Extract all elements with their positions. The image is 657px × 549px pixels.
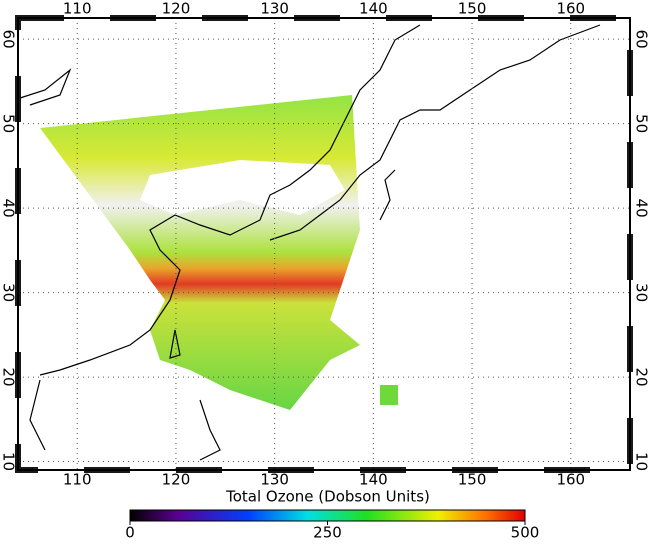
grid [18,18,630,470]
lat-label-right: 30 [633,283,651,302]
lat-label-left: 20 [0,368,18,387]
lon-label-bottom: 120 [162,471,191,489]
lat-label-left: 30 [0,283,18,302]
lat-label-left: 10 [0,452,18,471]
lon-label-bottom: 110 [63,471,92,489]
map-area [19,24,601,461]
ozone-patch [380,385,398,405]
lon-label-top: 120 [162,0,191,18]
ozone-swath [40,95,360,410]
lat-label-right: 20 [633,368,651,387]
lat-label-right: 10 [633,452,651,471]
colorbar-tick-label: 250 [313,524,342,542]
cloud-gap [140,160,345,215]
lat-label-right: 60 [633,30,651,49]
lon-label-bottom: 130 [260,471,289,489]
frame-ticks [15,15,633,473]
colorbar [129,509,526,522]
lon-label-top: 160 [556,0,585,18]
colorbar-tick-label: 0 [125,524,135,542]
colorbar-title: Total Ozone (Dobson Units) [225,488,430,506]
lon-label-bottom: 160 [556,471,585,489]
lat-label-left: 50 [0,114,18,133]
lon-label-top: 130 [260,0,289,18]
lon-label-top: 140 [359,0,388,18]
lon-label-top: 150 [458,0,487,18]
lat-label-left: 60 [0,30,18,49]
lon-label-bottom: 140 [359,471,388,489]
lat-label-right: 50 [633,114,651,133]
lat-label-right: 40 [633,199,651,218]
colorbar-tick-label: 500 [511,524,540,542]
lon-label-top: 110 [63,0,92,18]
lat-label-left: 40 [0,199,18,218]
coastline [19,24,601,461]
lon-label-bottom: 150 [458,471,487,489]
